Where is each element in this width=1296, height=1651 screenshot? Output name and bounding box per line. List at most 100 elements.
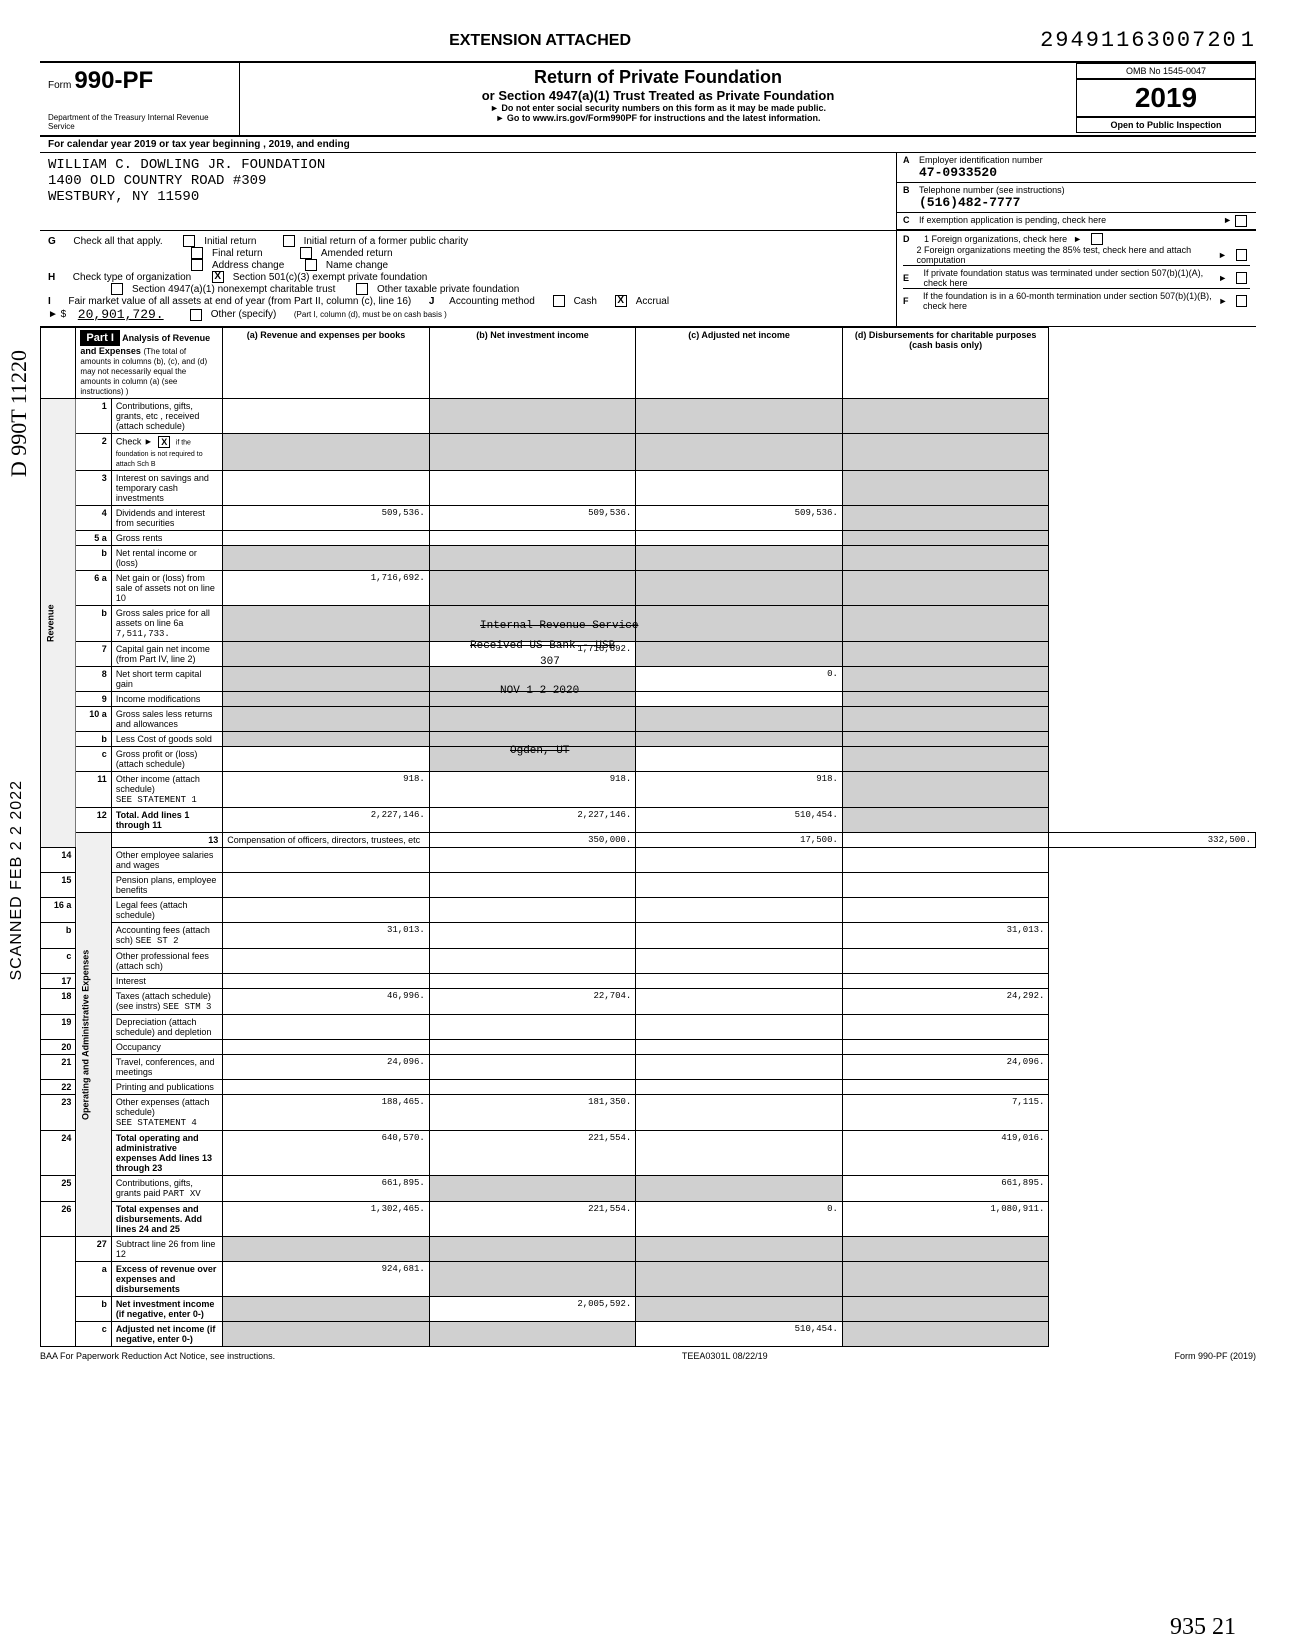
opt-4947: Section 4947(a)(1) nonexempt charitable … bbox=[132, 284, 335, 295]
r12-b: 2,227,146. bbox=[429, 808, 636, 833]
public-inspection: Open to Public Inspection bbox=[1076, 117, 1256, 133]
box-other-tax[interactable] bbox=[356, 283, 368, 295]
box-d2[interactable] bbox=[1236, 249, 1247, 261]
r23-a: 188,465. bbox=[223, 1095, 430, 1131]
opt-addr: Address change bbox=[212, 260, 284, 271]
box-501c3[interactable]: X bbox=[212, 271, 224, 283]
box-4947[interactable] bbox=[111, 283, 123, 295]
ein-value: 47-0933520 bbox=[919, 165, 997, 180]
r4-c: 509,536. bbox=[636, 506, 843, 531]
r25-d: 661,895. bbox=[842, 1176, 1049, 1202]
r16b-a: 31,013. bbox=[223, 923, 430, 949]
i-label: Fair market value of all assets at end o… bbox=[68, 296, 411, 307]
box-namechg[interactable] bbox=[305, 259, 317, 271]
col-a-header: (a) Revenue and expenses per books bbox=[223, 328, 430, 399]
r26-a: 1,302,465. bbox=[223, 1202, 430, 1237]
fmv-value: 20,901,729. bbox=[78, 307, 164, 322]
r8-desc: Net short term capital gain bbox=[111, 667, 222, 692]
stamp-irs2: Received US Bank - USB bbox=[470, 640, 615, 652]
box-d1[interactable] bbox=[1091, 233, 1103, 245]
footer-left: BAA For Paperwork Reduction Act Notice, … bbox=[40, 1351, 275, 1361]
box-amended[interactable] bbox=[300, 247, 312, 259]
opt-initial: Initial return bbox=[204, 236, 256, 247]
exemption-pending: If exemption application is pending, che… bbox=[919, 215, 1223, 227]
extension-attached: EXTENSION ATTACHED bbox=[40, 32, 1040, 50]
r10b-desc: Less Cost of goods sold bbox=[111, 732, 222, 747]
r11-note: SEE STATEMENT 1 bbox=[116, 795, 197, 805]
r18-b: 22,704. bbox=[429, 989, 636, 1015]
box-former[interactable] bbox=[283, 235, 295, 247]
form-label: Form bbox=[48, 80, 71, 91]
r11-b: 918. bbox=[429, 772, 636, 808]
r19-desc: Depreciation (attach schedule) and deple… bbox=[111, 1015, 222, 1040]
stamp-irs1: Internal Revenue Service bbox=[480, 620, 638, 632]
r16c-desc: Other professional fees (attach sch) bbox=[111, 949, 222, 974]
stamp-date: NOV 1 2 2020 bbox=[500, 685, 579, 697]
r5b-desc: Net rental income or (loss) bbox=[111, 546, 222, 571]
r27c-desc: Adjusted net income (if negative, enter … bbox=[111, 1322, 222, 1347]
r12-desc: Total. Add lines 1 through 11 bbox=[111, 808, 222, 833]
r21-desc: Travel, conferences, and meetings bbox=[111, 1055, 222, 1080]
j-note: (Part I, column (d), must be on cash bas… bbox=[294, 310, 447, 319]
r1-desc: Contributions, gifts, grants, etc , rece… bbox=[111, 399, 222, 434]
r23-desc: Other expenses (attach schedule) bbox=[116, 1097, 210, 1117]
d1-label: 1 Foreign organizations, check here bbox=[924, 234, 1067, 244]
r24-desc: Total operating and administrative expen… bbox=[111, 1131, 222, 1176]
page-suffix: 1 bbox=[1241, 28, 1256, 53]
box-f[interactable] bbox=[1236, 295, 1247, 307]
r27c-c: 510,454. bbox=[636, 1322, 843, 1347]
org-name: WILLIAM C. DOWLING JR. FOUNDATION bbox=[48, 157, 888, 173]
r24-b: 221,554. bbox=[429, 1131, 636, 1176]
e-label: If private foundation status was termina… bbox=[924, 268, 1213, 288]
j-label: Accounting method bbox=[449, 296, 535, 307]
r26-c: 0. bbox=[636, 1202, 843, 1237]
instr-web: ► Go to www.irs.gov/Form990PF for instru… bbox=[260, 113, 1056, 123]
r25-a: 661,895. bbox=[223, 1176, 430, 1202]
box-e[interactable] bbox=[1236, 272, 1247, 284]
r13-b: 17,500. bbox=[636, 833, 843, 848]
box-final[interactable] bbox=[191, 247, 203, 259]
r11-a: 918. bbox=[223, 772, 430, 808]
opt-namechg: Name change bbox=[326, 260, 388, 271]
r18-a: 46,996. bbox=[223, 989, 430, 1015]
r23-b: 181,350. bbox=[429, 1095, 636, 1131]
r13-desc: Compensation of officers, directors, tru… bbox=[223, 833, 430, 848]
g-label: Check all that apply. bbox=[73, 236, 162, 247]
form-title: Return of Private Foundation bbox=[260, 67, 1056, 88]
r13-a: 350,000. bbox=[429, 833, 636, 848]
h-label: Check type of organization bbox=[73, 272, 191, 283]
r4-desc: Dividends and interest from securities bbox=[111, 506, 222, 531]
box-schb[interactable]: X bbox=[158, 436, 170, 448]
r15-desc: Pension plans, employee benefits bbox=[111, 873, 222, 898]
r6b-val: 7,511,733. bbox=[116, 629, 170, 639]
footer-right: Form 990-PF (2019) bbox=[1174, 1351, 1256, 1361]
r21-a: 24,096. bbox=[223, 1055, 430, 1080]
box-initial[interactable] bbox=[183, 235, 195, 247]
box-addr[interactable] bbox=[191, 259, 203, 271]
r26-desc: Total expenses and disbursements. Add li… bbox=[111, 1202, 222, 1237]
r6b-desc: Gross sales price for all assets on line… bbox=[116, 608, 210, 628]
r4-b: 509,536. bbox=[429, 506, 636, 531]
r16b-d: 31,013. bbox=[842, 923, 1049, 949]
col-d-header: (d) Disbursements for charitable purpose… bbox=[842, 328, 1049, 399]
handwrite-bottom: 935 21 bbox=[1170, 1614, 1236, 1641]
phone-value: (516)482-7777 bbox=[919, 195, 1020, 210]
r10c-desc: Gross profit or (loss) (attach schedule) bbox=[111, 747, 222, 772]
r24-a: 640,570. bbox=[223, 1131, 430, 1176]
form-number: 990-PF bbox=[74, 67, 153, 94]
r27a-a: 924,681. bbox=[223, 1262, 430, 1297]
box-c[interactable] bbox=[1235, 215, 1247, 227]
box-other-acct[interactable] bbox=[190, 309, 202, 321]
opt-other-acct: Other (specify) bbox=[211, 309, 277, 320]
r20-desc: Occupancy bbox=[111, 1040, 222, 1055]
phone-label: Telephone number (see instructions) bbox=[919, 185, 1065, 195]
r4-a: 509,536. bbox=[223, 506, 430, 531]
calendar-year-line: For calendar year 2019 or tax year begin… bbox=[40, 137, 1256, 153]
box-accrual[interactable]: X bbox=[615, 295, 627, 307]
box-cash[interactable] bbox=[553, 295, 565, 307]
stamp-307: 307 bbox=[540, 656, 560, 668]
footer-mid: TEEA0301L 08/22/19 bbox=[682, 1351, 768, 1361]
r22-desc: Printing and publications bbox=[111, 1080, 222, 1095]
r23-d: 7,115. bbox=[842, 1095, 1049, 1131]
opt-final: Final return bbox=[212, 248, 263, 259]
